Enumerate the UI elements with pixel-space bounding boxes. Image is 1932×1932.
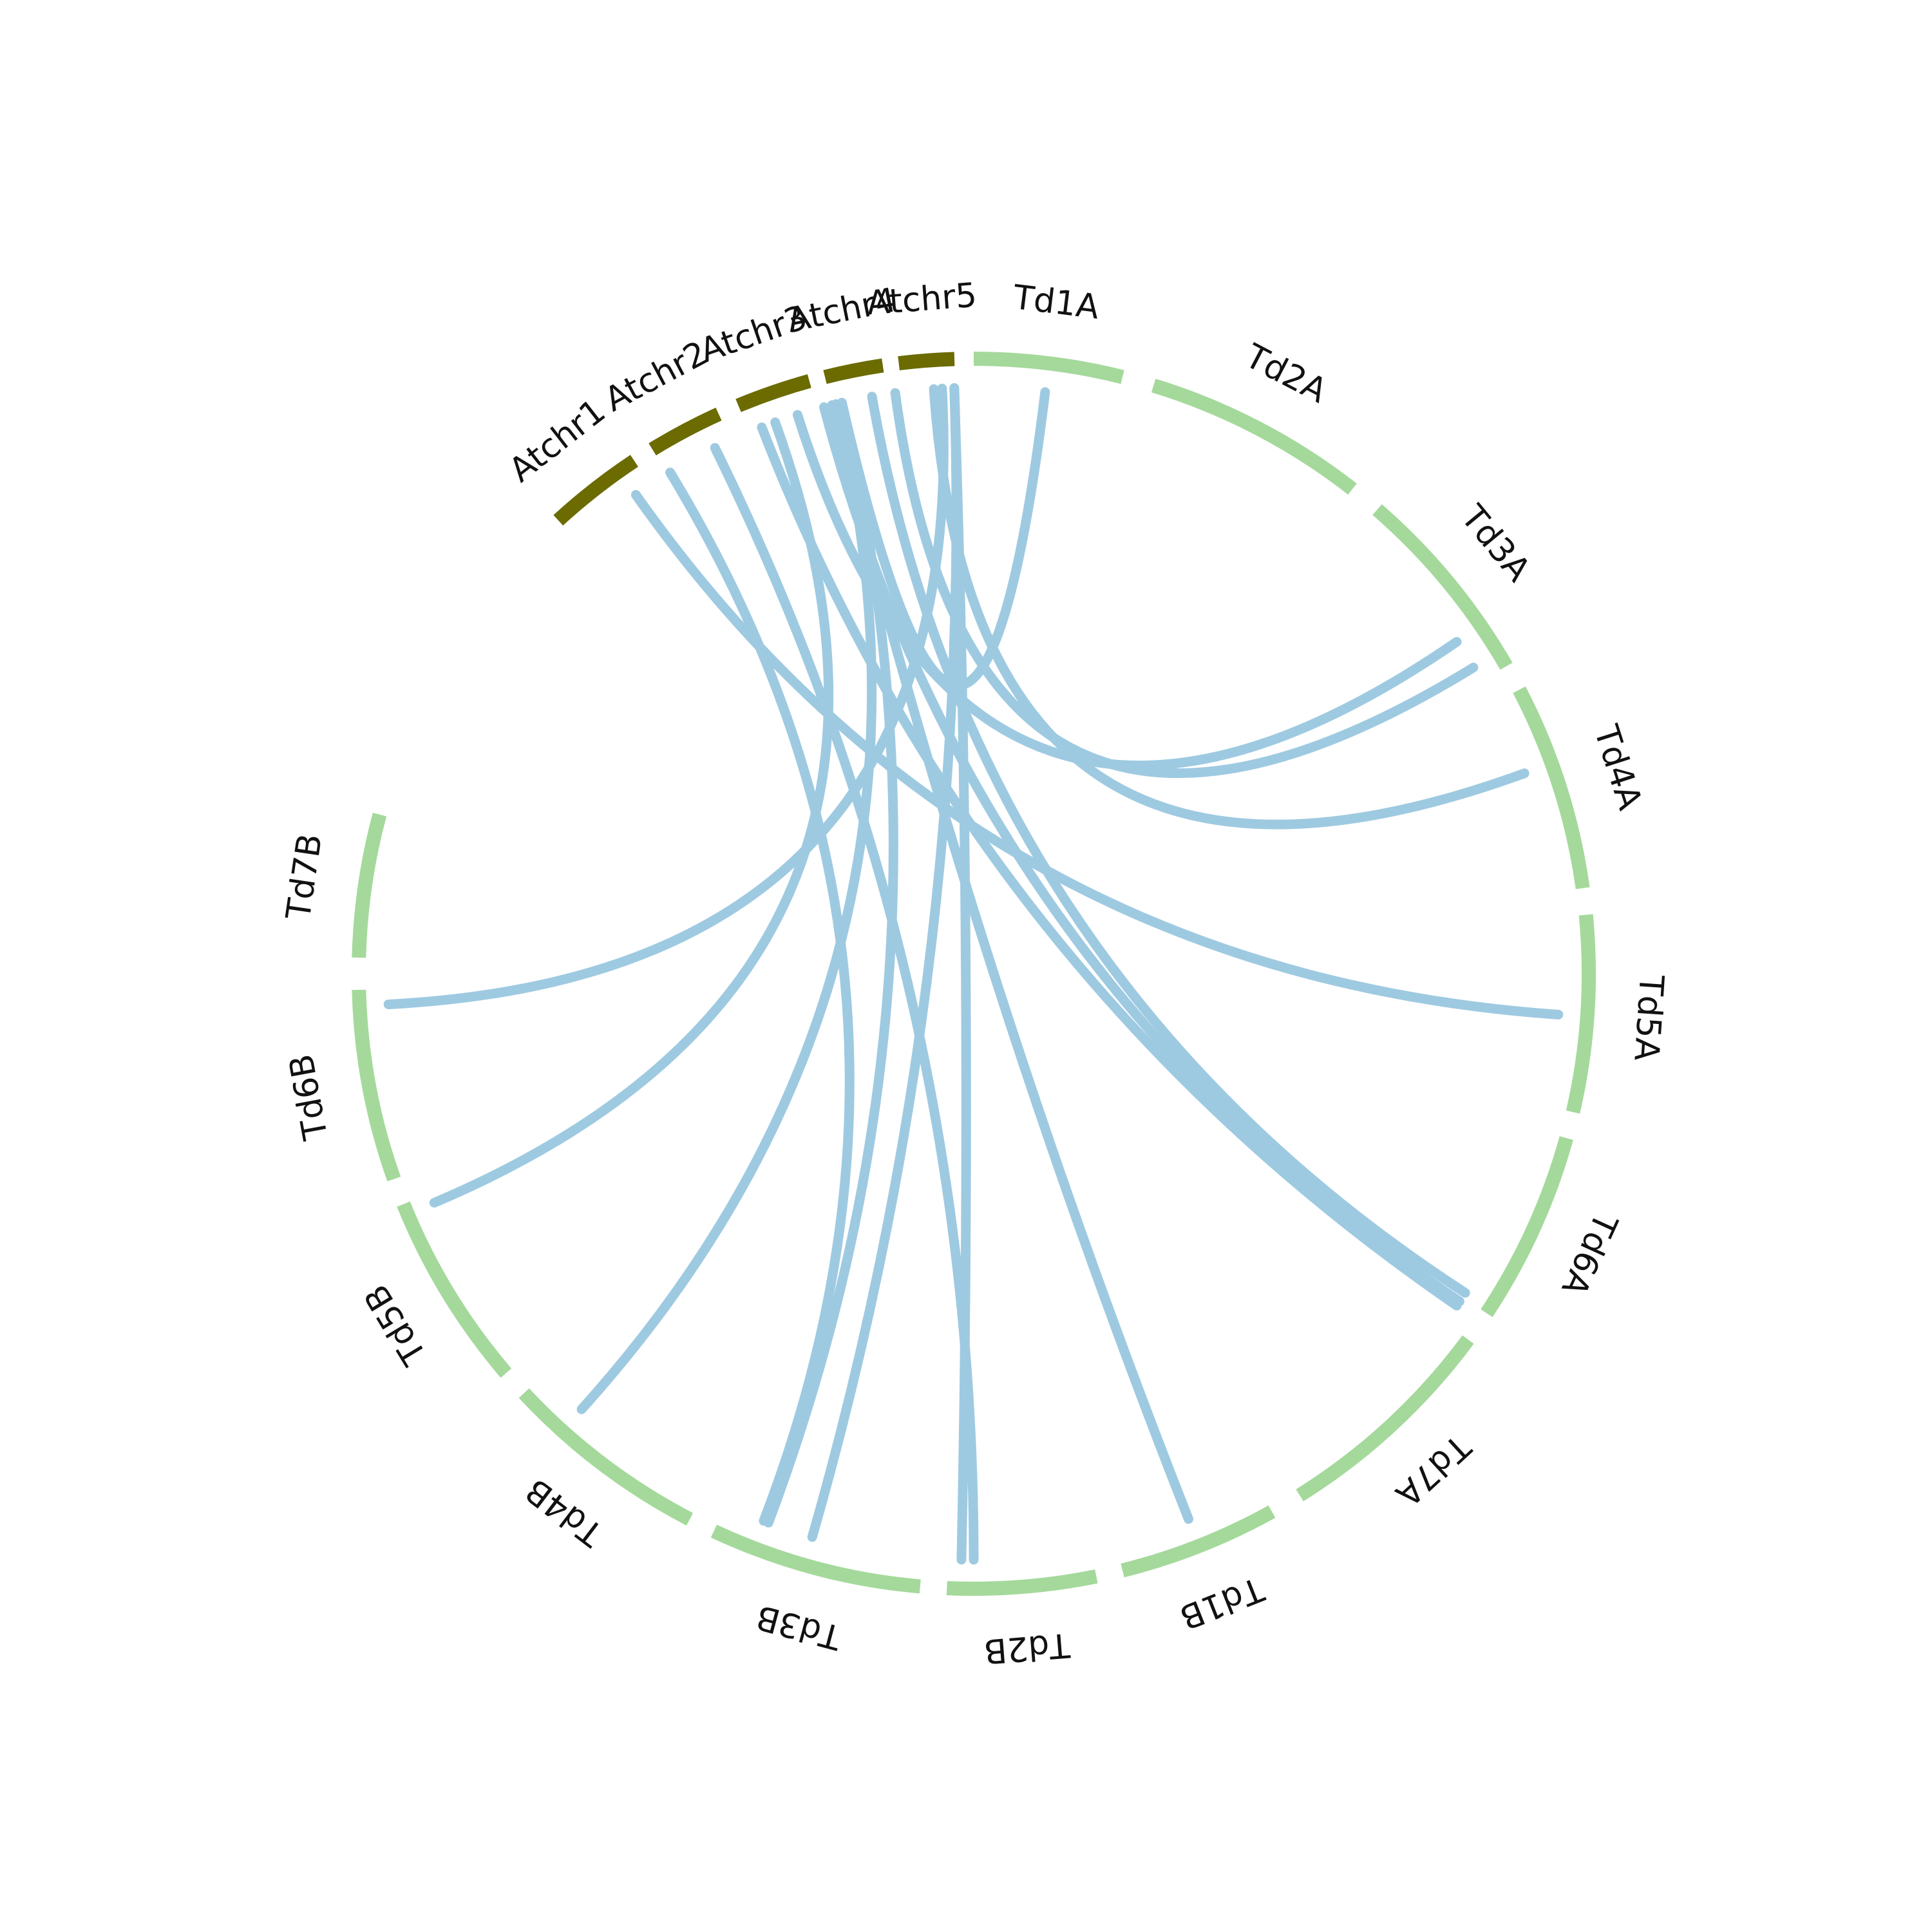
chromosome-arc-td3b — [710, 1524, 921, 1594]
synteny-links — [383, 383, 1564, 1565]
chromosome-arc-atchr3 — [735, 374, 811, 412]
link-atchr4-td6a — [867, 392, 1470, 1298]
chromosome-arc-atchr5 — [898, 352, 955, 371]
chromosome-label-td7b: Td7B — [279, 831, 330, 923]
chromosome-label-td2a: Td2A — [1238, 337, 1333, 411]
chromosome-arc-td7a — [1296, 1335, 1474, 1502]
link-atchr5-td6b — [383, 383, 949, 1010]
link-atchr1-td3b — [665, 468, 855, 1526]
link-atchr5-td3b — [807, 383, 961, 1542]
link-atchr3-td4b — [576, 399, 877, 1414]
link-atchr3-td3a — [792, 410, 1462, 771]
chromosome-arc-td6a — [1481, 1136, 1573, 1318]
chromosome-arc-td3a — [1372, 504, 1513, 670]
chromosome-arc-td1a — [973, 352, 1124, 384]
link-atchr1-td5a — [630, 489, 1564, 1019]
chromosome-label-atchr1: Atchr1 — [502, 392, 613, 490]
chromosome-label-td5a: Td5A — [1626, 973, 1671, 1063]
link-atchr3-td6a — [819, 402, 1464, 1307]
link-atchr3-td5b — [429, 417, 834, 1208]
chromosome-label-td5b: Td5B — [357, 1278, 435, 1372]
chromosome-arc-td4a — [1513, 686, 1590, 889]
chromosome-label-td2b: Td2B — [982, 1625, 1072, 1671]
chromosome-segments — [352, 352, 1596, 1596]
chromosome-arc-td2b — [946, 1569, 1098, 1596]
chromosome-label-td1b: Td1B — [1175, 1569, 1269, 1636]
chromosome-arc-td4b — [518, 1388, 694, 1526]
chromosome-label-td6b: Td6B — [282, 1051, 336, 1143]
link-atchr3-td3b — [763, 397, 898, 1528]
chromosome-label-td6a: Td6A — [1553, 1206, 1625, 1302]
chromosome-label-td3b: Td3B — [752, 1597, 846, 1657]
chromosome-arc-td5b — [397, 1201, 512, 1378]
link-atchr2-td6a — [757, 422, 1462, 1311]
chromosome-arc-td5a — [1566, 914, 1596, 1114]
chromosome-arc-atchr4 — [823, 358, 884, 384]
chromosome-label-td4b: Td4B — [518, 1470, 611, 1553]
chromosome-arc-td6b — [352, 989, 401, 1182]
chromosome-arc-atchr1 — [553, 455, 638, 526]
chromosome-label-td3a: Td3A — [1453, 498, 1538, 589]
chromosome-label-td4a: Td4A — [1586, 720, 1649, 815]
link-atchr5-td4a — [929, 384, 1530, 829]
chromosome-label-atchr2: Atchr2 — [598, 334, 714, 419]
chromosome-label-td7a: Td7A — [1388, 1426, 1478, 1514]
link-atchr5-td3a — [890, 388, 1479, 779]
chromosome-arc-td1b — [1121, 1505, 1276, 1578]
chromosome-arc-atchr2 — [649, 407, 722, 456]
chromosome-label-atchr5: Atchr5 — [866, 276, 978, 323]
chromosome-arc-td7b — [352, 812, 387, 958]
chromosome-arc-td2a — [1151, 379, 1357, 495]
chromosome-label-td1a: Td1A — [1010, 278, 1101, 327]
